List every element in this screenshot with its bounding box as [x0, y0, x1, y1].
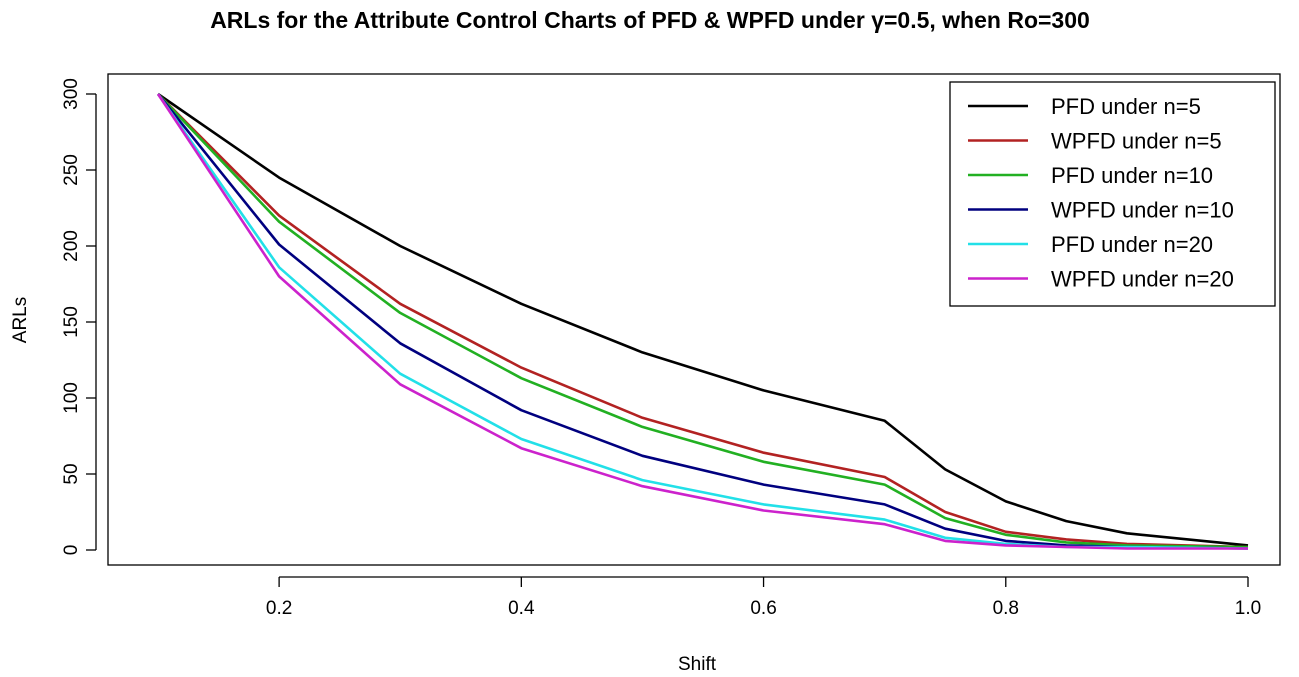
legend-label: WPFD under n=10 — [1051, 198, 1234, 223]
plot-frame — [107, 73, 1281, 566]
legend: PFD under n=5 WPFD under n=5 PFD under n=1… — [949, 81, 1276, 307]
series-line-6 — [156, 93, 1248, 550]
series-layer — [156, 92, 1249, 550]
series-line-3 — [157, 93, 1249, 549]
series-line-4 — [156, 93, 1249, 550]
y-tick-label: 200 — [61, 230, 82, 262]
legend-label: WPFD under n=5 — [1051, 129, 1222, 154]
y-tick-label: 250 — [61, 154, 82, 186]
y-tick-label: 300 — [61, 78, 82, 110]
series-line-1 — [157, 92, 1249, 547]
legend-label: PFD under n=5 — [1051, 94, 1201, 119]
x-axis: 0.2 0.4 0.6 0.8 1.0 — [266, 576, 1261, 619]
y-axis-label: ARLs — [10, 297, 31, 343]
x-tick-label: 1.0 — [1235, 598, 1261, 619]
x-tick-label: 0.8 — [993, 598, 1019, 619]
x-tick-label: 0.2 — [266, 598, 292, 619]
legend-box — [949, 81, 1276, 307]
x-tick-label: 0.6 — [750, 598, 776, 619]
y-tick-label: 50 — [61, 463, 82, 484]
y-tick-label: 100 — [61, 382, 82, 414]
legend-label: PFD under n=10 — [1051, 163, 1213, 188]
legend-label: PFD under n=20 — [1051, 232, 1213, 257]
y-axis: 0 50 100 150 200 250 300 — [61, 78, 97, 556]
y-tick-label: 0 — [61, 545, 82, 556]
x-tick-label: 0.4 — [508, 598, 535, 619]
chart-title: ARLs for the Attribute Control Charts of… — [210, 7, 1090, 33]
y-tick-label: 150 — [61, 306, 82, 338]
series-line-2 — [157, 93, 1249, 549]
legend-label: WPFD under n=20 — [1051, 267, 1234, 292]
x-axis-label: Shift — [678, 654, 717, 675]
